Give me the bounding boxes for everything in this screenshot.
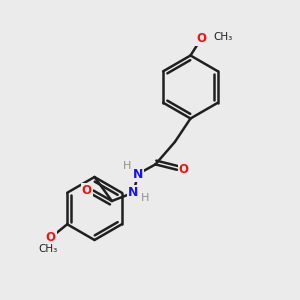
Text: O: O [178, 163, 189, 176]
Text: O: O [196, 32, 206, 46]
Text: H: H [123, 160, 132, 171]
Text: H: H [141, 193, 149, 203]
Text: N: N [128, 186, 139, 199]
Text: CH₃: CH₃ [38, 244, 57, 254]
Text: N: N [133, 167, 143, 181]
Text: CH₃: CH₃ [214, 32, 233, 42]
Text: O: O [46, 231, 56, 244]
Text: O: O [82, 184, 92, 197]
